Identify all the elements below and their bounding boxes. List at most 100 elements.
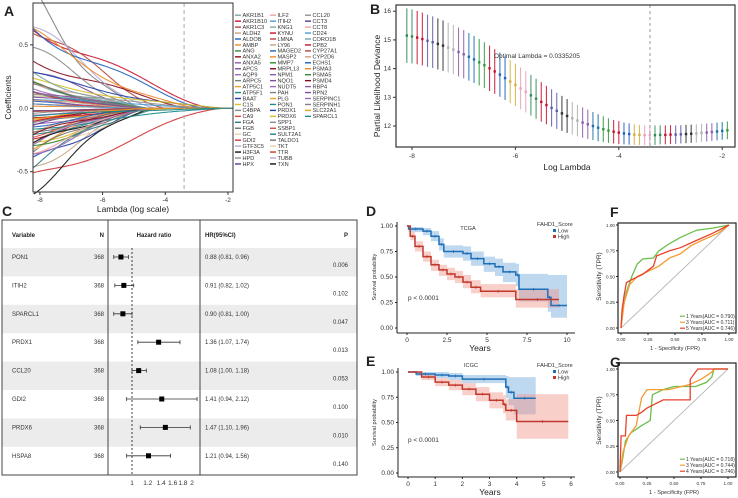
x-tick-label: -8	[37, 197, 43, 204]
deviance-point	[452, 48, 455, 51]
hr-point	[121, 282, 127, 288]
hr-point	[118, 254, 124, 260]
legend-label: ANXA2	[243, 55, 261, 61]
panel-a-coefficient-paths: AKR1B1AKR1B10AKR1C3ALDH2ALDOBAMBPANGANXA…	[3, 0, 340, 214]
legend-label: SULT2A1	[278, 132, 302, 138]
x-tick-label: 0.25	[643, 481, 652, 486]
x-tick-label: -6	[100, 197, 106, 204]
deviance-point	[540, 100, 543, 104]
deviance-point	[710, 130, 714, 134]
deviance-point	[664, 133, 667, 137]
x-tick-label: -8	[409, 153, 415, 160]
legend-label: PSMA5	[313, 73, 332, 79]
censor-mark	[502, 402, 506, 406]
y-tick-label: 16	[384, 8, 392, 15]
censor-mark	[424, 372, 428, 376]
ci-band-low	[407, 226, 567, 318]
p-value: 0.013	[333, 348, 349, 354]
censor-mark	[454, 383, 458, 387]
panel-label-g: G	[610, 354, 621, 370]
y-axis-label: Survival probability	[372, 253, 378, 300]
header-variable: Variable	[12, 233, 36, 239]
legend-label: MAGED2	[278, 49, 302, 55]
y-tick-label: 0.5	[19, 42, 28, 49]
legend-label: RPN2	[313, 90, 328, 96]
p-value: 0.047	[333, 320, 349, 326]
deviance-point	[617, 131, 620, 134]
legend-label: SERPINC1	[313, 96, 341, 102]
deviance-point	[700, 131, 703, 135]
legend-label: ILF2	[278, 13, 289, 19]
variable-name: PRDX1	[12, 340, 33, 346]
x-tick-label: 0.00	[616, 481, 625, 486]
deviance-point	[648, 133, 652, 137]
x-tick-label: 10	[563, 337, 571, 344]
censor-mark	[440, 373, 444, 377]
coef-path-gdi2	[33, 107, 233, 174]
censor-mark	[523, 396, 527, 400]
x-tick-label: 1	[433, 481, 437, 488]
deviance-point	[581, 121, 584, 124]
x-tick-label: 1.6	[168, 480, 177, 487]
censor-mark	[474, 285, 478, 289]
ci-band-low	[408, 372, 536, 415]
deviance-point	[591, 124, 595, 128]
legend-label: GC	[243, 132, 251, 138]
y-axis-label: Survival probability	[372, 399, 378, 446]
survival-curve-high	[408, 371, 569, 423]
x-axis-label: 1 - Specificity (FPR)	[649, 490, 699, 496]
deviance-point	[545, 103, 548, 107]
y-tick-label: 0.00	[606, 470, 615, 475]
panel-g-roc-icgc: 1 Years(AUC = 0.718)3 Years(AUC = 0.744)…	[596, 362, 737, 496]
deviance-point	[638, 133, 641, 137]
x-tick-label: 0.25	[644, 337, 653, 342]
deviance-point	[565, 114, 569, 118]
censor-mark	[425, 229, 429, 233]
legend-label: PON1	[278, 102, 293, 108]
legend-label: 5 Years(AUC = 0.746)	[686, 326, 735, 332]
legend-label: AKR1B1	[243, 13, 264, 19]
x-tick-label: 6	[569, 481, 573, 488]
x-tick-label: 1	[130, 480, 134, 487]
legend-label: SPP1	[278, 120, 292, 126]
censor-mark	[440, 380, 444, 384]
legend-label: PLG	[278, 96, 289, 102]
x-tick-label: 1.4	[157, 480, 166, 487]
deviance-point	[415, 36, 419, 39]
deviance-point	[679, 133, 683, 136]
y-tick-label: 1.00	[606, 367, 615, 372]
hr-ci-text: 1.21 (0.94, 1.56)	[205, 454, 249, 460]
hr-ci-text: 1.47 (1.10, 1.96)	[205, 425, 249, 431]
deviance-point	[555, 109, 558, 112]
y-tick-label: 0.00	[381, 470, 394, 477]
legend-label: PSMD4	[313, 78, 332, 84]
x-tick-label: -2	[719, 153, 725, 160]
deviance-point	[436, 42, 440, 46]
legend-key-low	[553, 370, 556, 373]
hr-point	[156, 339, 162, 345]
deviance-point	[431, 40, 434, 44]
panel-label-b: B	[370, 1, 380, 17]
x-axis-label: 1 - Specificity (FPR)	[650, 346, 700, 352]
deviance-point	[503, 76, 507, 80]
censor-mark	[509, 408, 513, 412]
deviance-point	[596, 126, 600, 129]
legend-label: 3 Years(AUC = 0.744)	[686, 463, 735, 469]
deviance-point	[622, 132, 626, 135]
legend-label: APCS	[243, 67, 259, 73]
legend-label: CORO1B	[313, 37, 337, 43]
panel-c-forest-plot: PON1 368 0.88 (0.81, 0.96) 0.006 ITIH2 368 0.9…	[1, 219, 358, 487]
legend-label: LY96	[278, 43, 291, 49]
censor-mark	[417, 244, 421, 248]
legend-label: Low	[558, 370, 569, 376]
legend-label: AKR1B10	[243, 19, 268, 25]
y-tick-label: 0.50	[380, 274, 393, 281]
legend-label: ANXA5	[243, 61, 261, 67]
header-p: P	[344, 233, 348, 239]
x-tick-label: 0.75	[697, 481, 706, 486]
legend-label: Low	[558, 229, 569, 235]
censor-mark	[426, 375, 430, 379]
header-n: N	[100, 233, 104, 239]
y-tick-label: 0.0	[19, 105, 28, 112]
